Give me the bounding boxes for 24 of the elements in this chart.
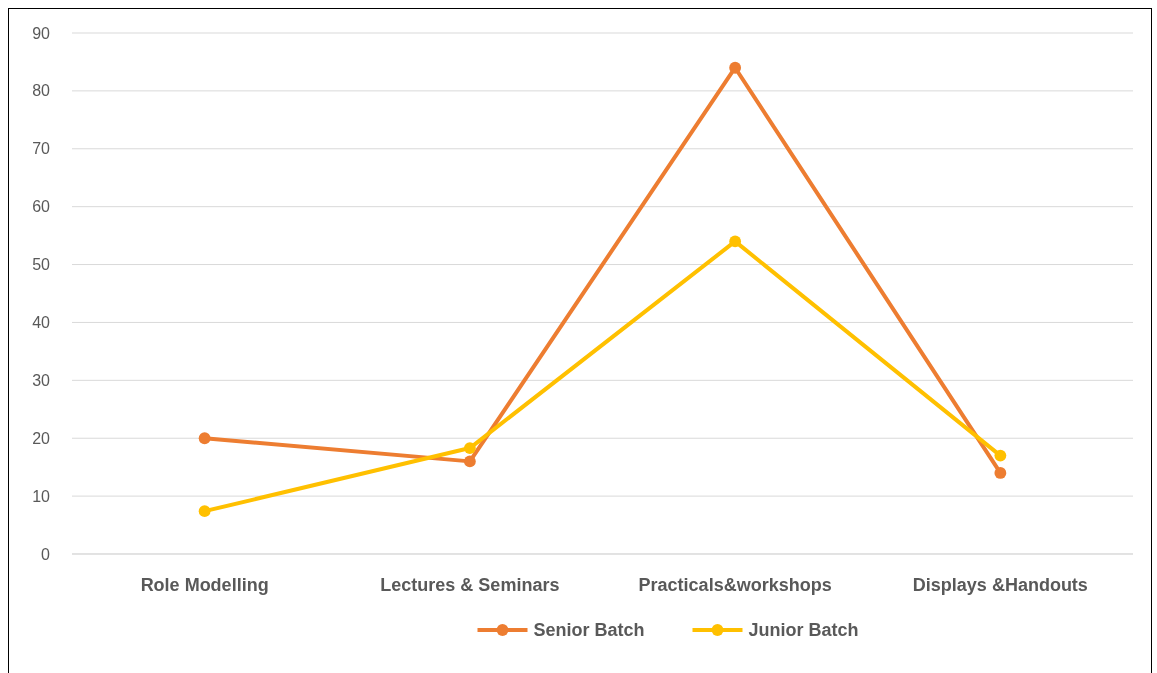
y-tick-label: 80 xyxy=(32,82,51,100)
x-tick-label: Lectures & Seminars xyxy=(380,575,560,595)
point xyxy=(463,455,476,468)
x-tick-label: Practicals&workshops xyxy=(638,575,832,595)
point xyxy=(729,235,742,248)
y-tick-label: 70 xyxy=(32,140,51,158)
y-tick-label: 90 xyxy=(32,24,51,42)
point xyxy=(198,505,211,518)
legend-label: Junior Batch xyxy=(748,620,859,641)
y-tick-label: 50 xyxy=(32,256,51,274)
point xyxy=(463,442,476,454)
point xyxy=(994,449,1007,462)
y-tick-label: 20 xyxy=(32,429,51,447)
point xyxy=(198,432,211,445)
point xyxy=(729,61,742,74)
y-tick-label: 40 xyxy=(32,314,51,332)
x-tick-label: Displays &Handouts xyxy=(912,575,1088,595)
y-tick-label: 0 xyxy=(41,545,51,563)
y-tick-label: 30 xyxy=(32,371,51,389)
legend-label: Senior Batch xyxy=(533,620,645,641)
x-tick-label: Role Modelling xyxy=(140,575,269,595)
y-tick-label: 10 xyxy=(32,487,51,505)
point xyxy=(994,467,1007,479)
y-tick-label: 60 xyxy=(32,198,51,216)
